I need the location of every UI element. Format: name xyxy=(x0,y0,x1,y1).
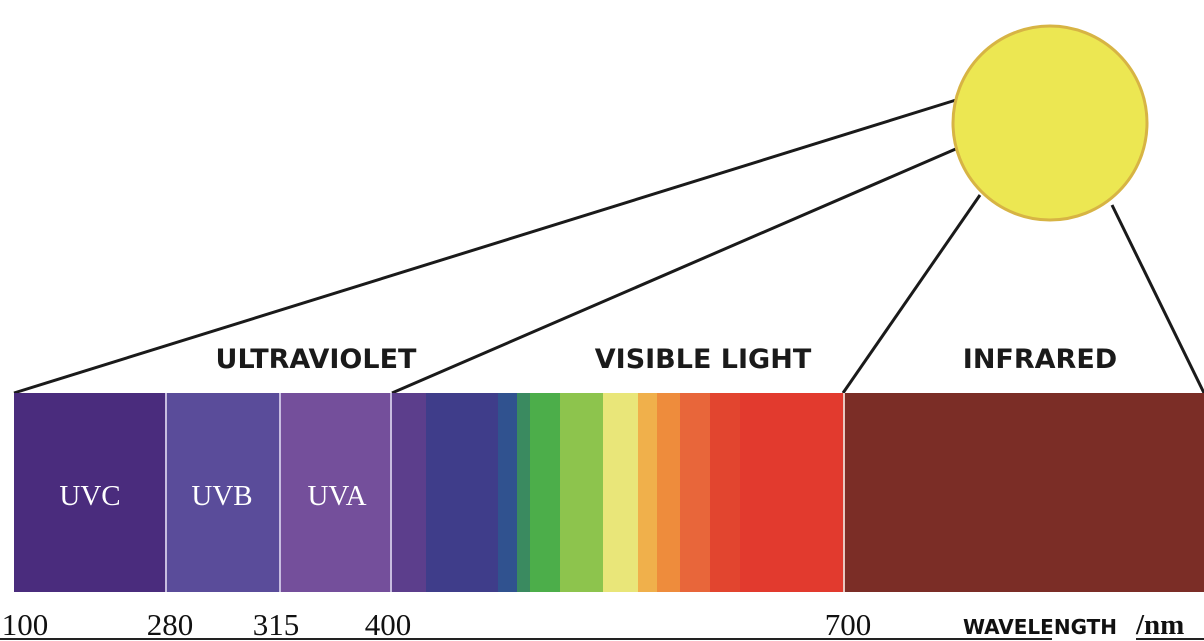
region-label: VISIBLE LIGHT xyxy=(595,344,812,375)
stripe xyxy=(740,393,844,592)
ray xyxy=(391,146,959,395)
uvb-band xyxy=(166,393,280,592)
stripe xyxy=(517,393,530,592)
wavelength-label: 700 xyxy=(825,607,872,641)
uvc-band xyxy=(14,393,166,592)
spectrum-bar xyxy=(14,393,1204,592)
stripe xyxy=(498,393,517,592)
region-label: INFRARED xyxy=(963,344,1117,375)
wavelength-label: 315 xyxy=(253,607,300,641)
uva-band xyxy=(280,393,391,592)
band-label: UVC xyxy=(59,480,120,512)
band-label: UVB xyxy=(191,480,252,512)
stripe xyxy=(638,393,657,592)
stripe xyxy=(426,393,498,592)
ray xyxy=(13,98,957,395)
stripe xyxy=(657,393,680,592)
ray xyxy=(1110,204,1204,394)
stripe xyxy=(530,393,560,592)
rays xyxy=(13,98,1204,395)
stripe xyxy=(680,393,710,592)
region-label: ULTRAVIOLET xyxy=(216,344,417,375)
band-label: UVA xyxy=(307,480,366,512)
wavelength-label: 100 xyxy=(2,607,49,641)
stripe xyxy=(391,393,426,592)
wavelength-label: 400 xyxy=(365,607,412,641)
axis-label: WAVELENGTH xyxy=(963,615,1117,639)
stripe xyxy=(560,393,603,592)
axis-unit: /nm xyxy=(1135,609,1184,641)
stripe xyxy=(603,393,638,592)
infrared-band xyxy=(844,393,1204,592)
wavelength-label: 280 xyxy=(147,607,194,641)
ray xyxy=(841,194,982,394)
stripe xyxy=(710,393,740,592)
sun xyxy=(951,24,1149,222)
